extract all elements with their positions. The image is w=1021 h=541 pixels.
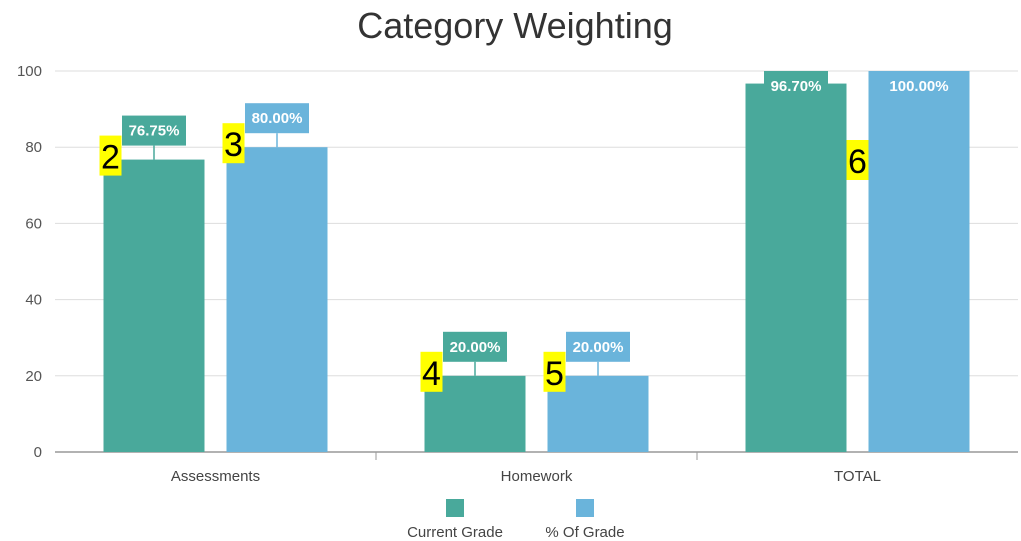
bar xyxy=(103,159,205,452)
legend-swatch xyxy=(446,499,464,517)
marker-box xyxy=(222,123,245,164)
marker-box xyxy=(543,351,566,392)
marker-label: 2 xyxy=(101,139,120,177)
data-label-box xyxy=(122,115,186,146)
marker-label: 3 xyxy=(224,126,243,164)
marker-label: 6 xyxy=(848,143,867,181)
legend-label: % Of Grade xyxy=(545,524,624,541)
data-label: 76.75% xyxy=(129,123,180,140)
data-label-box xyxy=(245,103,309,134)
data-label: 20.00% xyxy=(450,339,501,356)
marker-box xyxy=(99,135,122,176)
x-tick-label: Homework xyxy=(501,468,573,485)
data-labels: 76.75% 80.00% 20.00% 20.00% 96.70% 100.00% xyxy=(122,71,956,376)
data-label: 96.70% xyxy=(771,78,822,95)
x-axis: Assessments Homework TOTAL xyxy=(171,452,881,485)
data-label: 20.00% xyxy=(573,339,624,356)
marker-box xyxy=(846,140,869,180)
data-label-box xyxy=(764,71,828,101)
y-tick-label: 20 xyxy=(25,368,42,385)
y-tick-label: 80 xyxy=(25,139,42,156)
data-label: 80.00% xyxy=(252,110,303,127)
x-tick-label: Assessments xyxy=(171,468,260,485)
y-axis: 0 20 40 60 80 100 xyxy=(17,63,42,461)
data-label: 100.00% xyxy=(889,78,948,95)
data-label-box xyxy=(443,331,507,362)
x-tick-label: TOTAL xyxy=(834,468,881,485)
bar xyxy=(745,83,847,452)
y-tick-label: 40 xyxy=(25,292,42,309)
legend: Current Grade % Of Grade xyxy=(407,499,625,541)
bar xyxy=(868,71,970,452)
marker-label: 5 xyxy=(545,355,564,393)
annotation-markers: 2 3 4 5 6 xyxy=(99,123,869,393)
data-label-box xyxy=(566,331,630,362)
marker-label: 4 xyxy=(422,355,441,393)
y-tick-label: 100 xyxy=(17,63,42,80)
legend-swatch xyxy=(576,499,594,517)
bars xyxy=(103,71,970,452)
bar xyxy=(226,147,328,452)
data-label-box xyxy=(882,71,956,101)
marker-box xyxy=(420,351,443,392)
y-tick-label: 60 xyxy=(25,215,42,232)
grid-lines xyxy=(55,70,1018,453)
legend-label: Current Grade xyxy=(407,524,503,541)
y-tick-label: 0 xyxy=(34,444,42,461)
chart-title: Category Weighting xyxy=(357,5,673,46)
